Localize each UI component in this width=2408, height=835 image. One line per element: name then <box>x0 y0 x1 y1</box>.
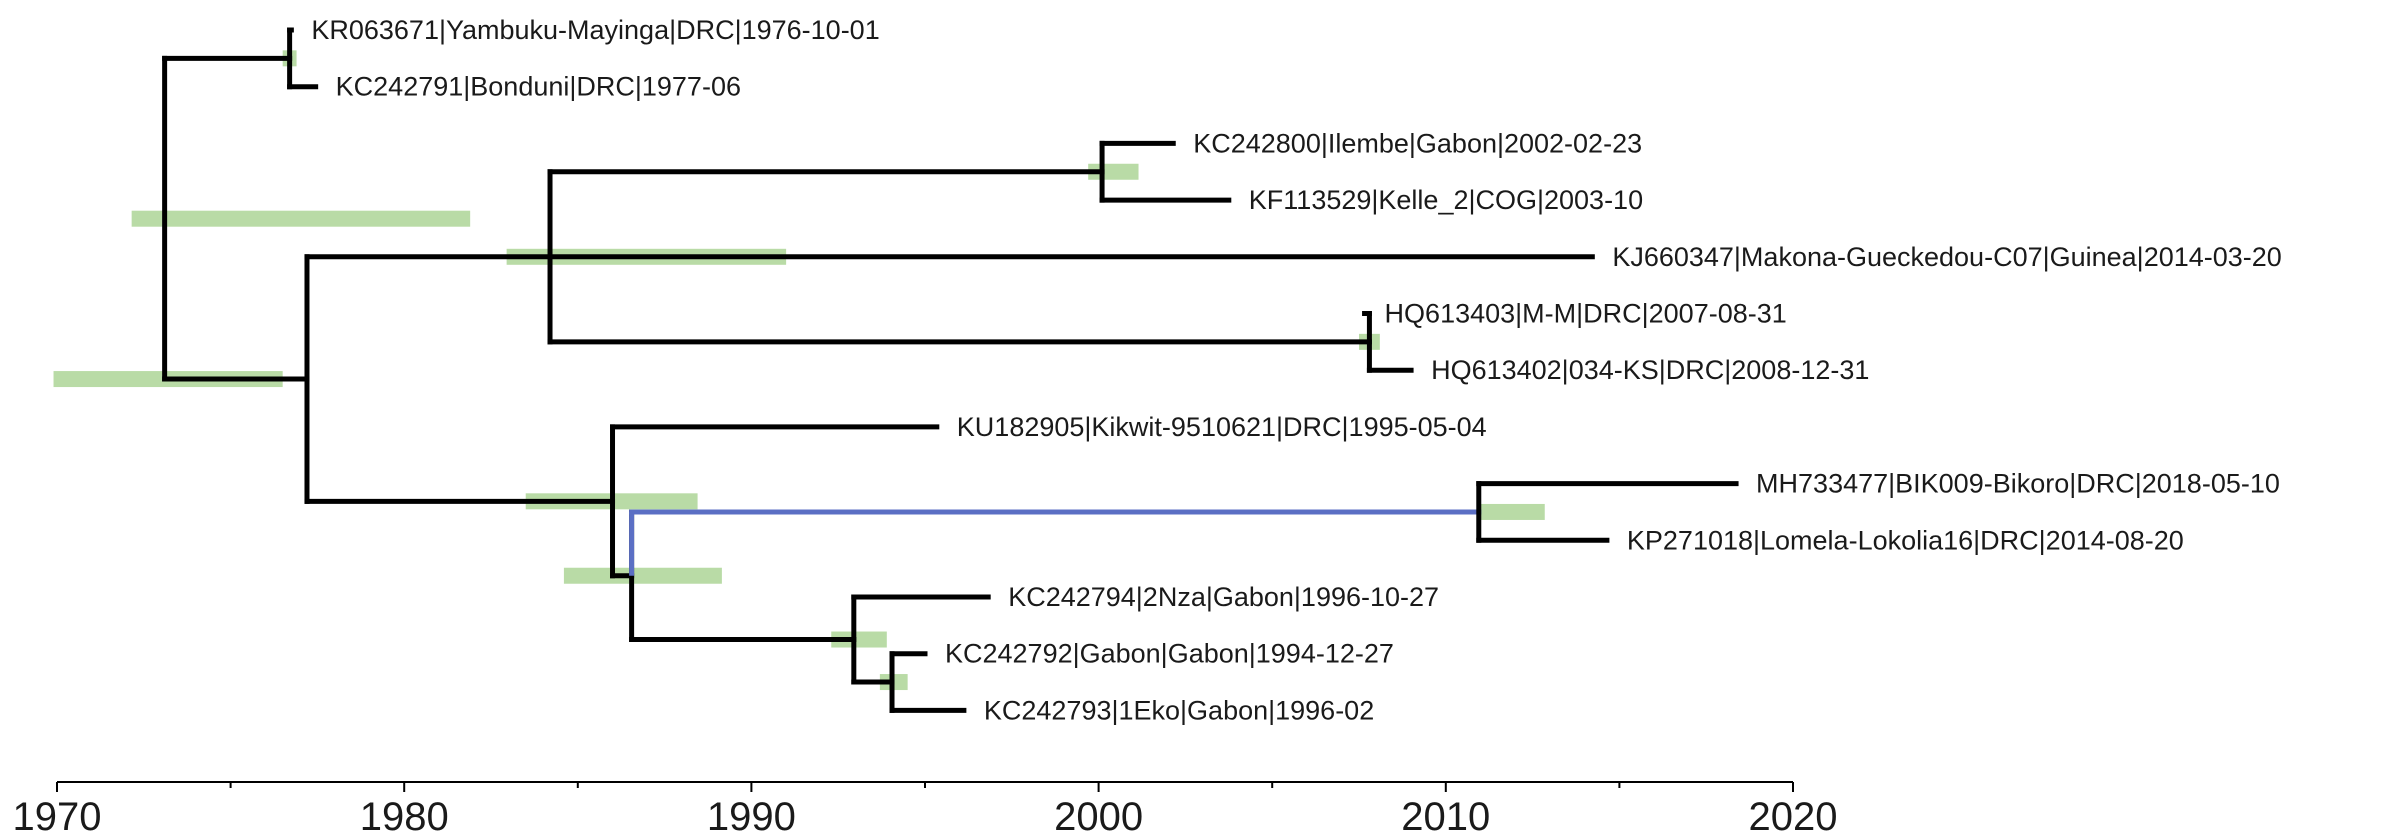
axis-tick-label: 1980 <box>360 795 449 835</box>
tip-label: KP271018|Lomela-Lokolia16|DRC|2014-08-20 <box>1627 525 2184 555</box>
tip-label: KC242793|1Eko|Gabon|1996-02 <box>984 695 1374 725</box>
tip-label: HQ613403|M-M|DRC|2007-08-31 <box>1385 299 1787 329</box>
tip-label: KC242792|Gabon|Gabon|1994-12-27 <box>945 639 1394 669</box>
hpd-bar-n7 <box>563 567 722 584</box>
axis-tick-label: 1990 <box>707 795 796 835</box>
tip-label: KC242794|2Nza|Gabon|1996-10-27 <box>1008 582 1439 612</box>
tip-label: KU182905|Kikwit-9510621|DRC|1995-05-04 <box>957 412 1487 442</box>
tip-label: KF113529|Kelle_2|COG|2003-10 <box>1249 185 1643 215</box>
axis-tick-label: 2020 <box>1749 795 1838 835</box>
hpd-bar-n8 <box>1480 503 1545 520</box>
axis-tick-label: 1970 <box>13 795 102 835</box>
tip-label: HQ613402|034-KS|DRC|2008-12-31 <box>1431 355 1869 385</box>
tip-label: KR063671|Yambuku-Mayinga|DRC|1976-10-01 <box>311 15 879 45</box>
hpd-bar-n9 <box>831 631 887 648</box>
tip-label: MH733477|BIK009-Bikoro|DRC|2018-05-10 <box>1756 469 2280 499</box>
branch-layer <box>162 27 1739 713</box>
axis-tick-label: 2000 <box>1054 795 1143 835</box>
hpd-bar-root <box>131 210 471 227</box>
tip-label: KC242791|Bonduni|DRC|1977-06 <box>336 72 741 102</box>
tip-label: KC242800|Ilembe|Gabon|2002-02-23 <box>1193 128 1642 158</box>
axis-tick-label: 2010 <box>1401 795 1490 835</box>
tip-label: KJ660347|Makona-Gueckedou-C07|Guinea|201… <box>1612 242 2282 272</box>
time-axis: 1970 1980 1990 2000 2010 2020 <box>13 781 1838 835</box>
tip-label-layer: KR063671|Yambuku-Mayinga|DRC|1976-10-01 K… <box>311 15 2281 725</box>
